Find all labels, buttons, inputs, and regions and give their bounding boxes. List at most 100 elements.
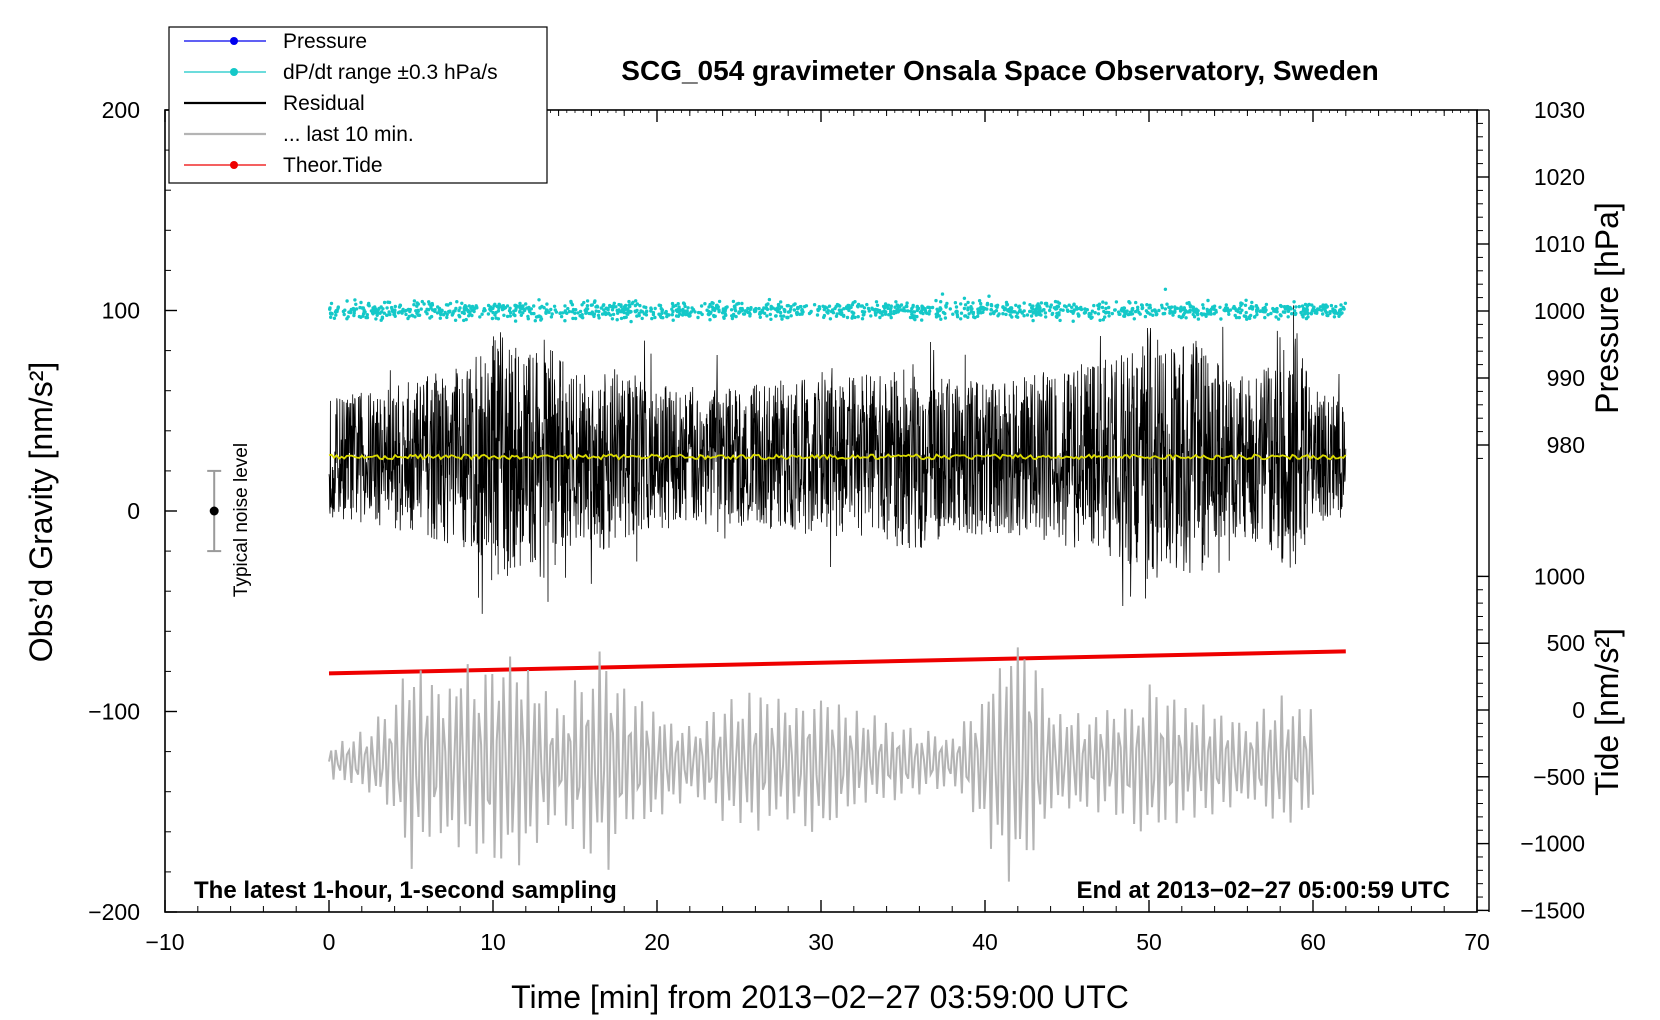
dpdt-point [544,311,548,315]
dpdt-point [754,306,758,311]
dpdt-point [1339,307,1343,312]
dpdt-point [685,309,689,313]
dpdt-point [332,316,337,320]
dpdt-point [345,299,349,303]
dpdt-point [967,312,971,316]
dpdt-point [1310,303,1314,307]
dpdt-point [513,319,518,323]
dpdt-point [619,316,624,321]
legend-label: Residual [283,92,365,115]
dpdt-point [1160,303,1164,307]
dpdt-point [1212,312,1217,316]
dpdt-point [1303,312,1307,316]
dpdt-point [696,315,700,320]
dpdt-point [777,304,781,308]
dpdt-point [1075,307,1079,311]
dpdt-point [1066,309,1070,313]
dpdt-point [1211,307,1216,311]
dpdt-point [602,303,606,307]
dpdt-point [758,312,762,316]
dpdt-point [1130,307,1135,311]
dpdt-point [674,314,679,318]
dpdt-point [724,305,728,310]
dpdt-point [1313,311,1317,315]
dpdt-point [850,310,854,314]
dpdt-point [523,308,527,313]
dpdt-point [1097,307,1101,311]
dpdt-point [768,312,772,317]
dpdt-point [1076,312,1080,316]
dpdt-point [710,301,714,305]
dpdt-point [799,304,803,309]
dpdt-point [1059,308,1063,312]
dpdt-point [1264,302,1269,307]
dpdt-point [827,304,832,308]
dpdt-point [410,313,414,317]
dpdt-point [645,309,649,313]
dpdt-point [1133,309,1138,314]
dpdt-point [651,312,656,317]
dpdt-point [1233,313,1237,318]
dpdt-point [1233,306,1237,311]
dpdt-point [896,309,901,313]
legend-label: ... last 10 min. [283,123,414,146]
dpdt-point [545,308,549,312]
dpdt-point [495,304,499,309]
dpdt-point [845,305,849,310]
dpdt-point [962,306,967,311]
dpdt-point [779,305,784,309]
dpdt-point [905,301,909,305]
pressure-tick-label: 1020 [1534,164,1585,190]
dpdt-point [382,300,387,305]
dpdt-point [779,314,783,318]
dpdt-point [1249,304,1254,309]
dpdt-point [597,316,601,320]
dpdt-point [457,308,461,313]
dpdt-point [1144,309,1149,313]
dpdt-point [1343,301,1348,305]
legend-label: Pressure [283,30,367,53]
dpdt-point [711,308,715,312]
dpdt-point [908,315,913,320]
dpdt-point [633,310,638,314]
dpdt-point [365,315,370,320]
dpdt-point [1001,312,1005,316]
dpdt-point [1219,317,1223,321]
dpdt-point [1044,315,1048,319]
dpdt-point [539,317,544,321]
dpdt-point [981,306,986,310]
dpdt-point [1227,312,1231,316]
dpdt-point [604,306,608,310]
dpdt-point [945,301,949,306]
dpdt-point [671,309,675,314]
dpdt-point [1250,300,1254,305]
dpdt-point [1102,309,1106,314]
dpdt-point [512,309,516,313]
dpdt-point [977,299,982,303]
dpdt-point [910,306,914,311]
x-tick-label: −10 [145,929,184,955]
dpdt-point [624,315,628,319]
dpdt-point [849,305,853,310]
dpdt-point [513,303,517,308]
dpdt-point [1116,310,1121,314]
y-axis-label-pressure: Pressure [hPa] [1589,202,1625,414]
dpdt-point [633,303,638,308]
dpdt-point [396,311,401,315]
dpdt-point [1022,314,1026,318]
dpdt-point [1274,315,1278,319]
dpdt-point [521,304,525,308]
dpdt-point [1319,308,1324,312]
dpdt-point [997,312,1001,316]
dpdt-point [1136,305,1140,309]
dpdt-point [370,311,375,315]
dpdt-point [971,301,975,305]
dpdt-point [1294,305,1298,309]
dpdt-point [657,303,661,307]
residual-smoothed-line [328,453,1347,461]
dpdt-point [1010,315,1014,319]
dpdt-point [829,309,834,314]
dpdt-point [988,312,993,316]
dpdt-point [1071,319,1075,323]
dpdt-point [1244,298,1248,302]
